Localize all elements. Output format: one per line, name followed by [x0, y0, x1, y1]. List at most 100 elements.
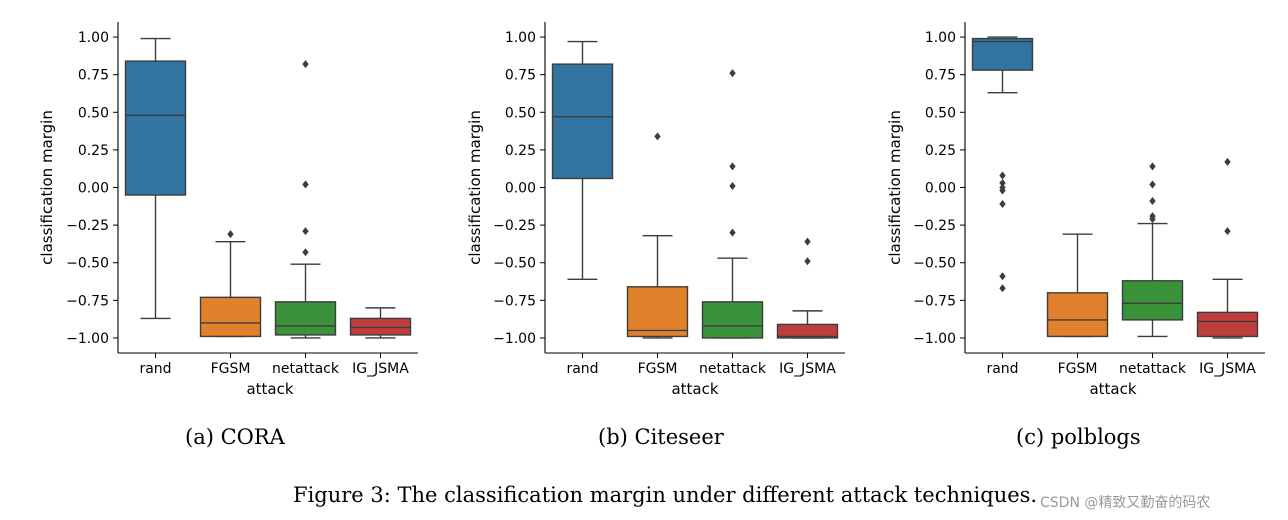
y-tick-label: 0.25 [505, 143, 536, 159]
box-netattack [1121, 162, 1184, 338]
x-axis-title: attack [246, 380, 293, 398]
y-axis-title: classification margin [466, 110, 484, 265]
y-tick-label: 1.00 [78, 30, 109, 46]
subfigure-caption-polblogs: (c) polblogs [1016, 425, 1141, 449]
box-rand [551, 40, 614, 280]
y-tick-label: 0.50 [78, 105, 109, 121]
outlier-point [729, 228, 736, 237]
y-tick-label: −0.50 [66, 256, 109, 272]
outlier-point [1149, 197, 1156, 206]
y-tick-label: −0.25 [66, 218, 109, 234]
x-tick-label: IG_JSMA [779, 361, 836, 377]
box-netattack [274, 60, 337, 339]
y-tick-label: −0.75 [493, 293, 536, 309]
outlier-point [302, 248, 309, 257]
y-tick-label: −0.50 [493, 256, 536, 272]
chart-panel-0: 1.00 0.75 0.50 0.25 0.00 −0.25 −0.50 −0.75 −1.00… [38, 22, 418, 398]
outlier-point [227, 230, 234, 239]
outlier-point [729, 162, 736, 171]
box-body [1196, 311, 1259, 338]
x-tick-label: FGSM [211, 361, 251, 377]
box-body [199, 296, 262, 338]
outlier-point [302, 60, 309, 69]
y-tick-label: 0.50 [505, 105, 536, 121]
outlier-point [999, 171, 1006, 180]
box-IG_JSMA [776, 237, 839, 339]
x-tick-label: rand [566, 361, 598, 377]
y-tick-label: 0.25 [78, 143, 109, 159]
outlier-point [999, 284, 1006, 293]
outlier-point [999, 200, 1006, 209]
x-axis-title: attack [1089, 380, 1136, 398]
box-body [701, 301, 764, 339]
box-body [124, 60, 187, 196]
y-tick-label: 0.75 [78, 68, 109, 84]
x-tick-label: IG_JSMA [352, 361, 409, 377]
outlier-point [654, 132, 661, 141]
box-IG_JSMA [1196, 157, 1259, 339]
outlier-point [302, 180, 309, 189]
box-body [1121, 280, 1184, 321]
chart-panel-1: 1.00 0.75 0.50 0.25 0.00 −0.25 −0.50 −0.75 −1.00… [466, 22, 845, 398]
x-tick-label: rand [139, 361, 171, 377]
y-axis-title: classification margin [38, 110, 56, 265]
y-tick-label: 0.25 [925, 143, 956, 159]
y-tick-label: −0.25 [493, 218, 536, 234]
outlier-point [1224, 157, 1231, 166]
x-tick-label: FGSM [638, 361, 678, 377]
y-tick-label: −1.00 [913, 331, 956, 347]
watermark: CSDN @精致又勤奋的码农 [1040, 495, 1211, 511]
y-tick-label: −0.25 [913, 218, 956, 234]
chart-panel-2: 1.00 0.75 0.50 0.25 0.00 −0.25 −0.50 −0.75 −1.00… [886, 22, 1265, 398]
x-tick-label: netattack [1119, 361, 1187, 377]
x-tick-label: netattack [272, 361, 340, 377]
y-tick-label: 0.75 [505, 68, 536, 84]
y-tick-label: 0.50 [925, 105, 956, 121]
y-tick-label: −1.00 [66, 331, 109, 347]
outlier-point [804, 257, 811, 266]
figure-caption: Figure 3: The classification margin unde… [293, 483, 1038, 507]
outlier-point [1149, 215, 1156, 224]
y-tick-label: 0.00 [78, 181, 109, 197]
subfigure-caption-cora: (a) CORA [185, 425, 285, 449]
y-tick-label: −1.00 [493, 331, 536, 347]
box-FGSM [199, 230, 262, 338]
box-body [274, 301, 337, 336]
y-tick-label: 0.00 [925, 181, 956, 197]
box-body [776, 323, 839, 339]
outlier-point [1149, 162, 1156, 171]
outlier-point [999, 186, 1006, 195]
y-tick-label: −0.75 [913, 293, 956, 309]
box-IG_JSMA [349, 307, 412, 339]
y-tick-label: −0.75 [66, 293, 109, 309]
outlier-point [999, 272, 1006, 281]
x-tick-label: rand [986, 361, 1018, 377]
box-body [551, 63, 614, 180]
outlier-point [1149, 180, 1156, 189]
y-tick-label: −0.50 [913, 256, 956, 272]
box-body [626, 286, 689, 338]
y-axis-title: classification margin [886, 110, 904, 265]
box-body [971, 37, 1034, 71]
y-tick-label: 0.00 [505, 181, 536, 197]
outlier-point [804, 237, 811, 246]
outlier-point [729, 181, 736, 190]
box-FGSM [626, 132, 689, 339]
outlier-point [302, 227, 309, 236]
y-tick-label: 0.75 [925, 68, 956, 84]
box-rand [124, 37, 187, 320]
x-tick-label: netattack [699, 361, 767, 377]
x-tick-label: FGSM [1058, 361, 1098, 377]
box-netattack [701, 69, 764, 339]
y-tick-label: 1.00 [505, 30, 536, 46]
subfigure-caption-citeseer: (b) Citeseer [598, 425, 724, 449]
box-rand [971, 36, 1034, 293]
outlier-point [1224, 227, 1231, 236]
x-tick-label: IG_JSMA [1199, 361, 1256, 377]
box-body [1046, 292, 1109, 338]
outlier-point [999, 178, 1006, 187]
box-FGSM [1046, 233, 1109, 338]
x-axis-title: attack [671, 380, 718, 398]
outlier-point [729, 69, 736, 78]
